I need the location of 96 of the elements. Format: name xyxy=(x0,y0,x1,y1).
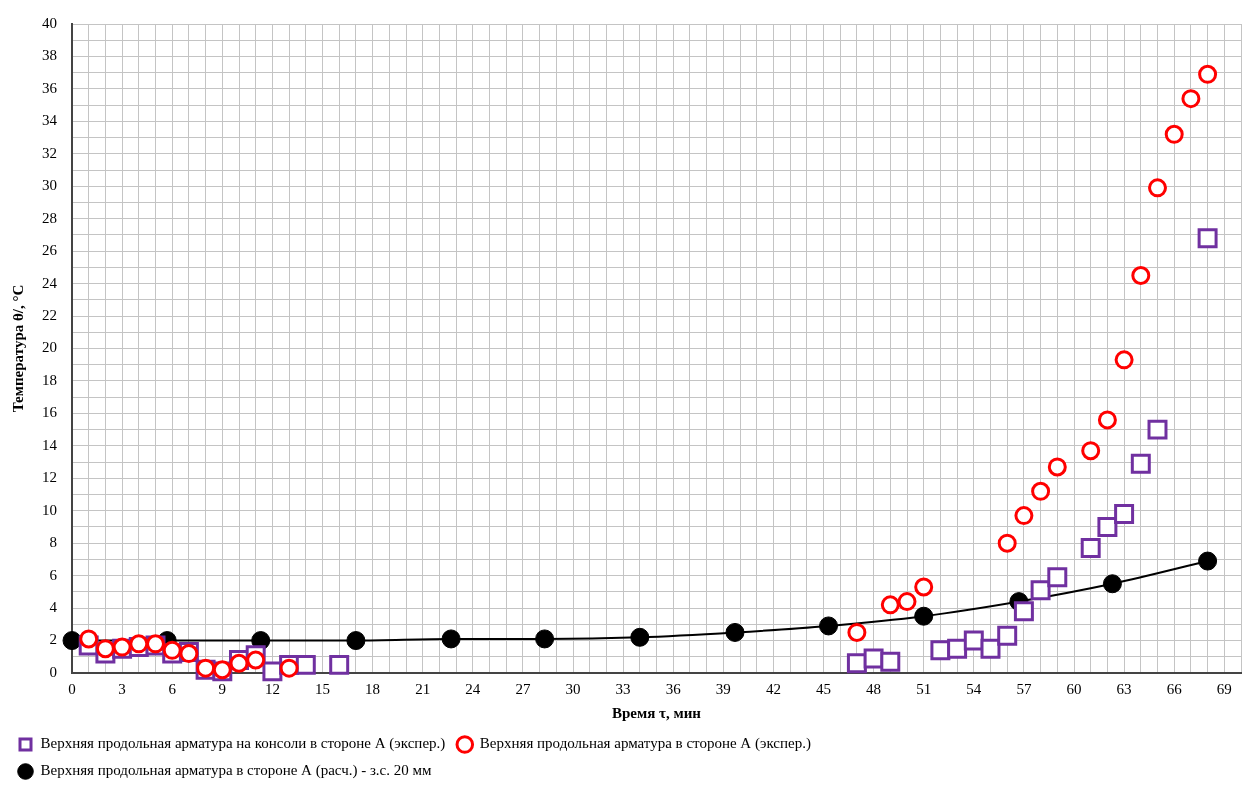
point xyxy=(997,625,1018,646)
x-tick-label: 12 xyxy=(264,680,280,697)
x-tick-label: 6 xyxy=(168,680,177,697)
point xyxy=(1114,350,1134,370)
point xyxy=(1030,580,1051,601)
x-axis-title: Время τ, мин xyxy=(611,704,702,721)
point xyxy=(329,654,350,675)
y-tick-label: 38 xyxy=(42,47,57,64)
y-tick-label: 12 xyxy=(42,469,57,486)
point xyxy=(1047,567,1068,588)
x-tick-label: 27 xyxy=(515,680,531,697)
point xyxy=(346,631,366,651)
y-tick-label: 32 xyxy=(42,144,57,161)
point xyxy=(1198,551,1218,571)
point xyxy=(1097,410,1117,430)
point xyxy=(1013,601,1034,622)
point xyxy=(846,653,867,674)
point xyxy=(1047,457,1067,477)
y-tick-label: 34 xyxy=(42,112,58,129)
point xyxy=(963,630,984,651)
x-tick-label: 33 xyxy=(615,680,631,697)
x-tick-label: 18 xyxy=(365,680,381,697)
point xyxy=(1080,538,1101,559)
y-tick-label: 2 xyxy=(49,631,57,648)
point xyxy=(1014,506,1034,526)
y-tick-label: 24 xyxy=(42,274,58,291)
point xyxy=(295,654,316,675)
point xyxy=(1198,64,1218,84)
point xyxy=(1102,574,1122,594)
point xyxy=(847,622,867,642)
x-tick-label: 51 xyxy=(916,680,932,697)
point xyxy=(535,629,555,649)
point xyxy=(1148,178,1167,198)
point xyxy=(1131,265,1151,285)
x-tick-label: 30 xyxy=(565,680,581,697)
point xyxy=(1031,481,1051,501)
point xyxy=(880,651,901,672)
x-tick-label: 69 xyxy=(1216,680,1232,697)
point xyxy=(246,650,266,670)
y-tick-label: 30 xyxy=(42,177,57,194)
y-tick-label: 36 xyxy=(42,79,58,96)
point xyxy=(441,629,461,649)
point xyxy=(95,639,115,659)
x-tick-label: 15 xyxy=(315,680,330,697)
point xyxy=(1081,441,1101,461)
x-tick-label: 42 xyxy=(765,680,781,697)
y-tick-label: 16 xyxy=(42,404,58,421)
y-tick-label: 0 xyxy=(49,663,57,680)
y-tick-label: 20 xyxy=(42,339,57,356)
y-tick-label: 26 xyxy=(42,242,58,259)
point xyxy=(914,577,934,597)
x-tick-label: 3 xyxy=(118,680,126,697)
point xyxy=(62,631,82,651)
x-tick-label: 36 xyxy=(665,680,682,697)
legend-label: Верхняя продольная арматура на консоли в стороне А (экспер.) xyxy=(40,735,446,753)
point xyxy=(1197,228,1218,249)
x-tick-label: 21 xyxy=(415,680,431,697)
point xyxy=(1114,504,1135,524)
y-tick-label: 22 xyxy=(42,306,57,323)
x-tick-label: 39 xyxy=(715,680,731,697)
x-tick-label: 24 xyxy=(465,680,481,697)
point xyxy=(980,638,1001,659)
point xyxy=(819,616,839,636)
point xyxy=(725,622,745,642)
x-tick-label: 60 xyxy=(1066,680,1082,697)
x-tick-label: 57 xyxy=(1016,680,1032,697)
y-tick-label: 18 xyxy=(42,371,57,388)
point xyxy=(1164,124,1184,144)
y-tick-label: 14 xyxy=(42,436,58,453)
y-tick-label: 10 xyxy=(42,501,57,518)
point xyxy=(947,638,968,659)
point xyxy=(897,592,917,612)
point xyxy=(1097,516,1118,537)
point xyxy=(1147,419,1168,440)
y-tick-label: 40 xyxy=(42,14,57,31)
y-axis-title: Температура θ/, °C xyxy=(9,284,26,413)
x-tick-label: 48 xyxy=(866,680,882,697)
point xyxy=(79,629,99,649)
point xyxy=(1181,89,1201,109)
x-tick-label: 63 xyxy=(1116,680,1132,697)
y-tick-label: 28 xyxy=(42,209,57,226)
x-tick-label: 66 xyxy=(1166,680,1183,697)
legend-label: Верхняя продольная арматура в стороне А (расч.) - з.с. 20 мм xyxy=(40,762,433,780)
x-tick-label: 9 xyxy=(218,680,227,697)
point xyxy=(880,595,900,615)
point xyxy=(1130,453,1151,474)
point xyxy=(630,627,650,647)
legend-label: Верхняя продольная арматура в стороне А (экспер.) xyxy=(479,735,811,753)
y-tick-label: 8 xyxy=(49,534,57,551)
x-tick-label: 0 xyxy=(68,680,76,697)
x-tick-label: 54 xyxy=(966,680,982,697)
y-tick-label: 4 xyxy=(49,599,58,616)
x-tick-label: 45 xyxy=(816,680,831,697)
point xyxy=(997,533,1017,553)
point xyxy=(914,606,934,626)
y-tick-label: 6 xyxy=(49,566,58,583)
